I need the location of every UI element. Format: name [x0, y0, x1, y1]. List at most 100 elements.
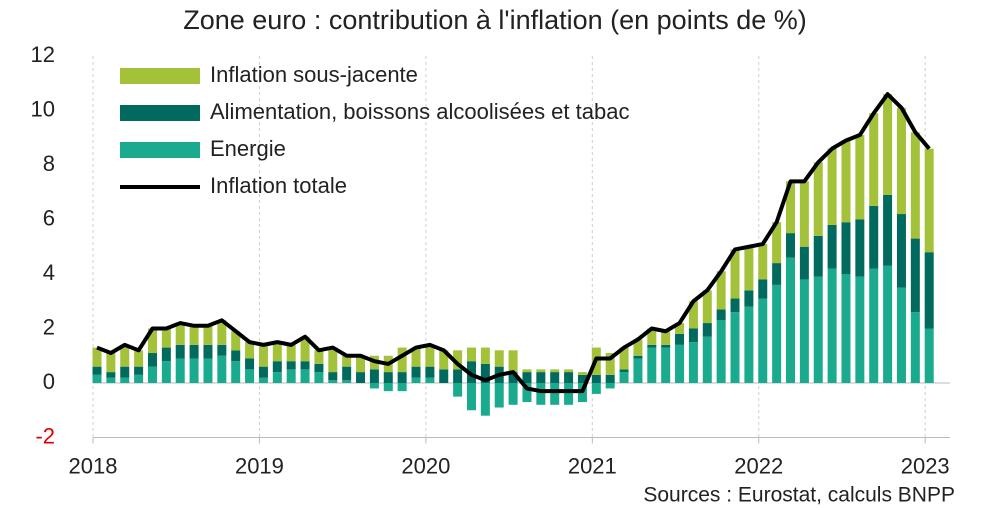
bar: [605, 353, 615, 375]
bar: [799, 279, 809, 383]
bar: [910, 238, 920, 313]
bar: [397, 347, 407, 373]
x-tick-label: 2018: [69, 453, 118, 478]
bar: [536, 369, 546, 373]
bar: [411, 377, 421, 383]
y-tick-label: 0: [43, 369, 55, 394]
bar: [217, 320, 227, 345]
bar: [730, 298, 740, 313]
bar: [550, 383, 560, 405]
bar: [786, 257, 795, 383]
bar: [258, 377, 268, 383]
bar: [480, 363, 490, 383]
bar: [106, 372, 116, 378]
bar: [688, 301, 698, 329]
bar: [383, 372, 393, 383]
x-tick-label: 2022: [734, 453, 783, 478]
bar: [92, 374, 102, 383]
bar: [314, 363, 324, 373]
bar: [411, 366, 421, 378]
bar: [647, 344, 657, 348]
bar: [786, 233, 795, 258]
bar: [272, 361, 282, 373]
bar: [633, 339, 643, 356]
bar: [896, 214, 906, 288]
bar: [564, 383, 574, 405]
bar: [161, 347, 171, 362]
bar: [245, 342, 255, 359]
bar: [661, 331, 671, 345]
bar: [120, 344, 130, 367]
bar: [439, 369, 449, 383]
bar: [758, 298, 768, 383]
bar: [675, 333, 685, 345]
bar: [272, 342, 282, 362]
bar: [106, 353, 116, 373]
bar: [855, 219, 865, 277]
bar: [439, 350, 449, 370]
bar: [328, 372, 338, 381]
bar: [786, 181, 795, 234]
legend-label: Alimentation, boissons alcoolisées et ta…: [210, 99, 629, 124]
legend-swatch: [120, 105, 200, 121]
x-tick-label: 2021: [568, 453, 617, 478]
bar: [924, 328, 934, 383]
chart-title: Zone euro : contribution à l'inflation (…: [183, 5, 807, 35]
bar: [564, 369, 574, 373]
bar: [591, 383, 601, 394]
bar: [217, 355, 227, 383]
x-tick-label: 2020: [401, 453, 450, 478]
bar: [550, 369, 560, 373]
bar: [716, 271, 726, 310]
bar: [675, 344, 685, 383]
bar: [633, 358, 643, 383]
legend-label: Inflation sous-jacente: [210, 62, 418, 87]
bar: [453, 350, 463, 370]
bar: [245, 369, 255, 383]
bar: [161, 328, 171, 348]
bar: [245, 358, 255, 370]
bar: [453, 383, 463, 397]
bar: [896, 287, 906, 383]
bar: [342, 355, 352, 367]
bar: [480, 347, 490, 364]
bar: [314, 372, 324, 383]
bar: [633, 355, 643, 359]
bar: [647, 328, 657, 345]
legend-label: Energie: [210, 136, 286, 161]
bar: [134, 366, 144, 375]
bar: [342, 366, 352, 381]
bar: [716, 320, 726, 383]
bar: [591, 374, 601, 383]
bar: [397, 383, 407, 392]
y-tick-label: 8: [43, 151, 55, 176]
bar: [869, 113, 879, 206]
bar: [883, 94, 893, 195]
bar: [827, 268, 837, 383]
bar: [189, 325, 199, 345]
bar: [577, 372, 587, 375]
bar: [383, 383, 393, 392]
bar: [189, 358, 199, 383]
legend-swatch: [120, 142, 200, 158]
bar: [688, 342, 698, 383]
bar: [744, 246, 754, 291]
bar: [369, 383, 379, 389]
bar: [536, 372, 546, 383]
bar: [300, 369, 310, 383]
bar: [799, 181, 809, 247]
bar: [217, 344, 227, 356]
legend-label: Inflation totale: [210, 173, 347, 198]
bar: [203, 344, 213, 359]
bar: [494, 350, 504, 367]
bar: [258, 344, 268, 367]
bar: [883, 265, 893, 383]
bar: [813, 162, 823, 236]
bar: [910, 312, 920, 383]
bar: [702, 336, 712, 383]
bar: [772, 263, 782, 285]
bar: [550, 372, 560, 383]
bar: [758, 279, 768, 299]
bar: [730, 312, 740, 383]
bar: [356, 372, 366, 383]
